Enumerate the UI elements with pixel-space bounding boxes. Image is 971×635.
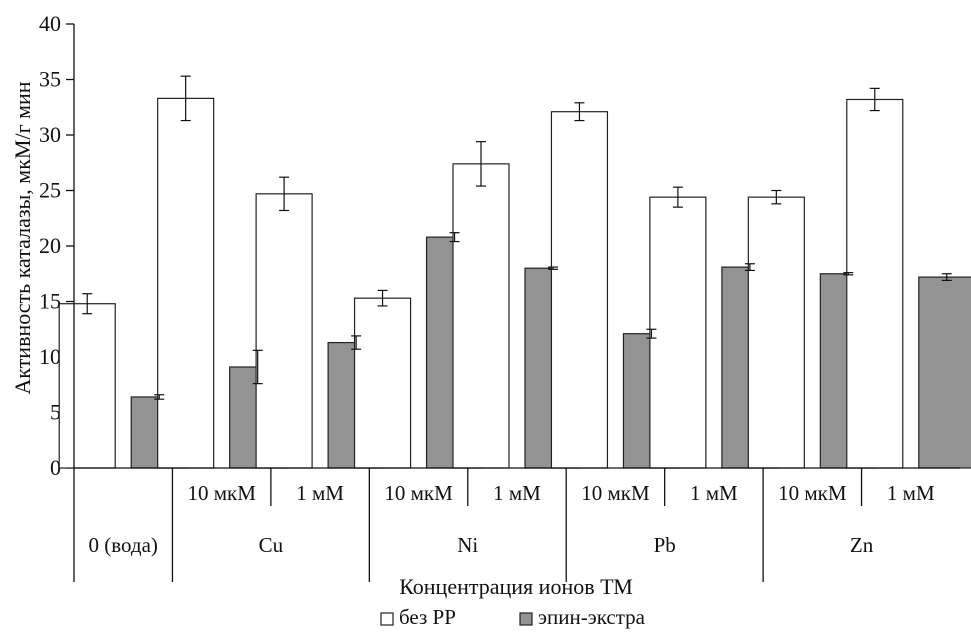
bar-series-1 xyxy=(452,163,510,469)
group-label: 0 (вода) xyxy=(89,533,158,557)
bar-series-1 xyxy=(157,97,215,469)
group-label: Pb xyxy=(654,533,676,557)
bar-series-1 xyxy=(846,98,904,469)
bar-series-1 xyxy=(255,193,313,469)
bar-series-1 xyxy=(353,297,412,469)
subcategory-label: 10 мкМ xyxy=(187,481,256,505)
subcategory-label: 10 мкМ xyxy=(778,481,847,505)
legend: без РР эпин-экстра xyxy=(380,605,646,629)
legend-swatch-series-2 xyxy=(519,612,533,626)
group-label: Cu xyxy=(259,533,284,557)
bar-series-1 xyxy=(747,196,805,469)
x-axis-title: Концентрация ионов ТМ xyxy=(399,574,633,599)
subcategory-label: 10 мкМ xyxy=(581,481,650,505)
legend-swatch-series-1 xyxy=(380,612,394,626)
group-label: Ni xyxy=(457,533,478,557)
legend-label-series-1: без РР xyxy=(399,605,456,629)
bar-series-2 xyxy=(918,276,971,469)
y-tick-label: 10 xyxy=(39,344,61,369)
y-tick-label: 5 xyxy=(50,400,61,425)
y-tick-labels: 0 5 10 15 20 25 30 35 40 xyxy=(39,11,61,480)
axes xyxy=(73,24,960,469)
legend-label-series-2: эпин-экстра xyxy=(538,605,646,629)
bars xyxy=(58,97,971,469)
bar-series-1 xyxy=(550,111,609,469)
error-bars xyxy=(82,75,952,400)
bar-series-1 xyxy=(58,303,116,469)
subcategory-label: 1 мМ xyxy=(296,481,344,505)
y-tick-label: 15 xyxy=(39,289,61,314)
y-tick-label: 25 xyxy=(39,178,61,203)
subcategory-label: 1 мМ xyxy=(493,481,541,505)
y-tick-label: 40 xyxy=(39,11,61,36)
group-label: Zn xyxy=(850,533,874,557)
y-tick-label: 30 xyxy=(39,122,61,147)
subcategory-label: 1 мМ xyxy=(690,481,738,505)
bar-series-1 xyxy=(649,196,707,469)
y-tick-label: 35 xyxy=(39,67,61,92)
subcategory-label: 10 мкМ xyxy=(384,481,453,505)
subcategory-label: 1 мМ xyxy=(887,481,935,505)
y-tick-label: 0 xyxy=(50,455,61,480)
y-axis-title: Активность каталазы, мкМ/г мин xyxy=(10,81,35,394)
y-tick-label: 20 xyxy=(39,233,61,258)
category-axis: 0 (вода) Cu 10 мкМ 1 мМ Ni 10 мкМ 1 мМ Pb 10 мкМ… xyxy=(73,468,935,582)
